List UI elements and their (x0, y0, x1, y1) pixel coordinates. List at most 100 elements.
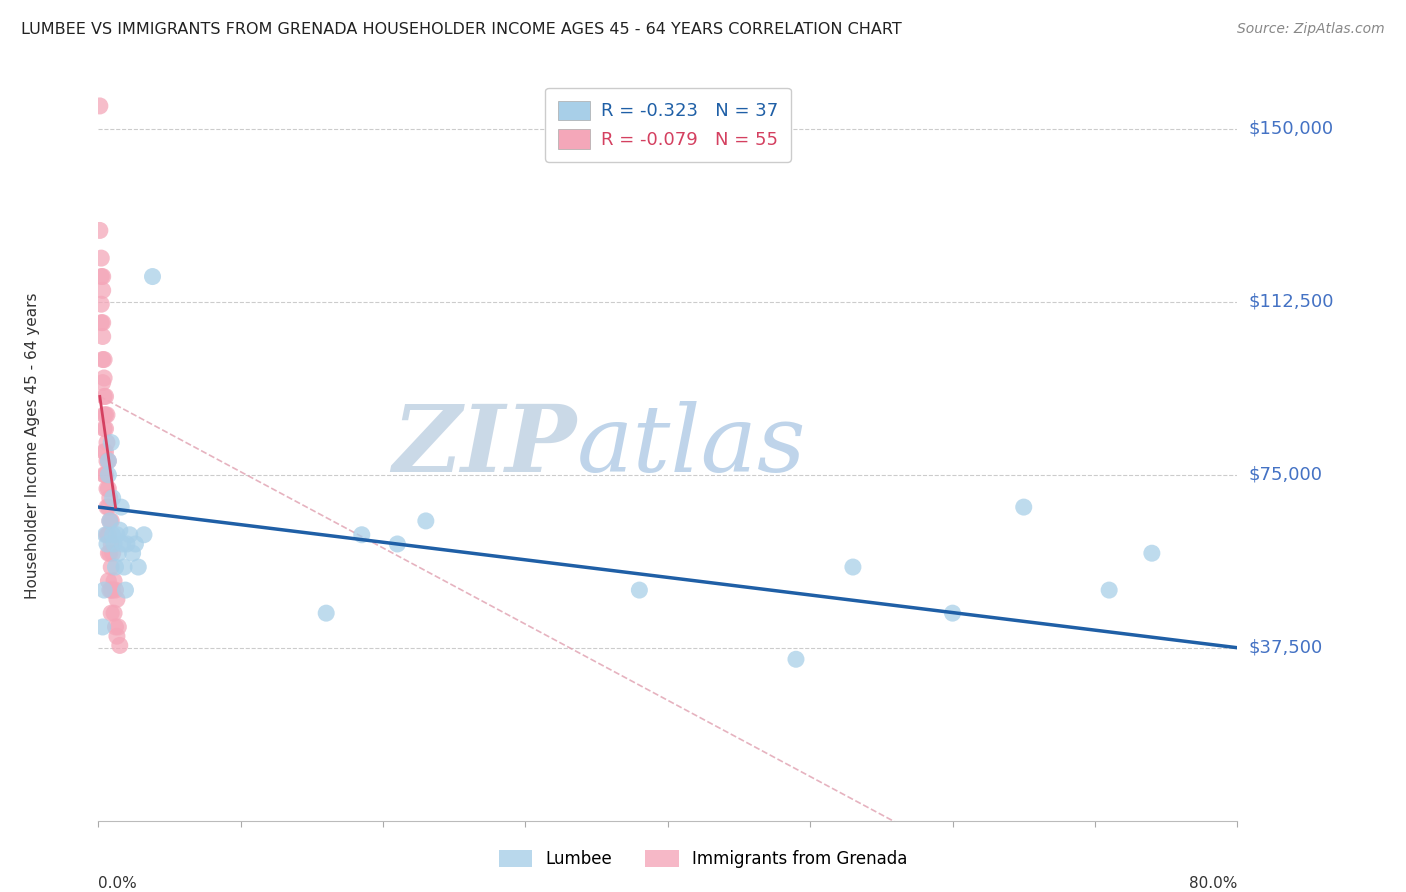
Point (100, 514, 122, 528)
Point (97, 467, 120, 482)
Point (108, 523, 131, 537)
Point (785, 652, 807, 666)
Point (89, 99, 111, 113)
Text: Householder Income Ages 45 - 64 years: Householder Income Ages 45 - 64 years (25, 293, 39, 599)
Point (104, 583, 127, 598)
Point (97, 454, 120, 468)
Point (1140, 546, 1163, 560)
Point (101, 528, 124, 542)
Point (97, 574, 120, 588)
Point (97, 454, 120, 468)
Point (121, 546, 143, 560)
Point (103, 574, 125, 588)
Point (89, 223, 111, 237)
Point (115, 537, 138, 551)
Point (98, 514, 121, 528)
Text: $75,000: $75,000 (1249, 466, 1323, 483)
Legend: Lumbee, Immigrants from Grenada: Lumbee, Immigrants from Grenada (492, 843, 914, 875)
Point (96, 435, 118, 450)
Point (942, 606, 965, 620)
Point (93, 371, 115, 385)
Point (97, 500, 120, 514)
Point (91, 620, 114, 634)
Point (100, 583, 122, 598)
Point (91, 316, 114, 330)
Point (90, 297, 112, 311)
Text: 0.0%: 0.0% (98, 876, 138, 891)
Point (100, 435, 122, 450)
Point (101, 583, 124, 598)
Text: ZIP: ZIP (392, 401, 576, 491)
Point (132, 528, 155, 542)
Point (1012, 500, 1035, 514)
Point (91, 284, 114, 298)
Point (101, 491, 124, 505)
Point (127, 560, 149, 574)
Point (628, 583, 651, 598)
Point (101, 546, 124, 560)
Point (93, 444, 115, 458)
Point (90, 269, 112, 284)
Point (94, 389, 117, 403)
Point (93, 422, 115, 436)
Point (93, 583, 115, 598)
Point (98, 583, 121, 598)
Point (110, 500, 132, 514)
Legend: R = -0.323   N = 37, R = -0.079   N = 55: R = -0.323 N = 37, R = -0.079 N = 55 (546, 88, 790, 162)
Point (104, 560, 127, 574)
Point (107, 620, 129, 634)
Point (105, 629, 128, 643)
Point (96, 482, 118, 496)
Point (111, 537, 134, 551)
Text: $37,500: $37,500 (1249, 639, 1323, 657)
Point (98, 546, 121, 560)
Point (96, 528, 118, 542)
Point (94, 528, 117, 542)
Point (114, 583, 136, 598)
Point (96, 500, 118, 514)
Point (91, 269, 114, 284)
Point (112, 560, 135, 574)
Point (96, 454, 118, 468)
Text: LUMBEE VS IMMIGRANTS FROM GRENADA HOUSEHOLDER INCOME AGES 45 - 64 YEARS CORRELAT: LUMBEE VS IMMIGRANTS FROM GRENADA HOUSEH… (21, 22, 901, 37)
Point (93, 352, 115, 367)
Text: $150,000: $150,000 (1249, 120, 1334, 138)
Point (93, 389, 115, 403)
Text: Source: ZipAtlas.com: Source: ZipAtlas.com (1237, 22, 1385, 37)
Point (108, 639, 131, 653)
Point (93, 408, 115, 422)
Point (98, 514, 121, 528)
Point (91, 352, 114, 367)
Text: atlas: atlas (576, 401, 806, 491)
Point (90, 316, 112, 330)
Point (124, 537, 146, 551)
Point (315, 606, 337, 620)
Point (118, 528, 141, 542)
Point (94, 422, 117, 436)
Point (103, 606, 125, 620)
Point (100, 560, 122, 574)
Point (103, 537, 125, 551)
Point (94, 467, 117, 482)
Point (97, 482, 120, 496)
Point (141, 269, 163, 284)
Point (105, 528, 128, 542)
Point (842, 560, 865, 574)
Point (90, 251, 112, 265)
Point (91, 329, 114, 343)
Point (1098, 583, 1121, 598)
Point (387, 537, 409, 551)
Point (104, 620, 127, 634)
Point (415, 514, 437, 528)
Point (91, 376, 114, 390)
Point (96, 537, 118, 551)
Point (350, 528, 373, 542)
Point (94, 408, 117, 422)
Text: 80.0%: 80.0% (1189, 876, 1237, 891)
Text: $112,500: $112,500 (1249, 293, 1334, 311)
Point (100, 537, 122, 551)
Point (97, 546, 120, 560)
Point (107, 546, 129, 560)
Point (96, 408, 118, 422)
Point (100, 606, 122, 620)
